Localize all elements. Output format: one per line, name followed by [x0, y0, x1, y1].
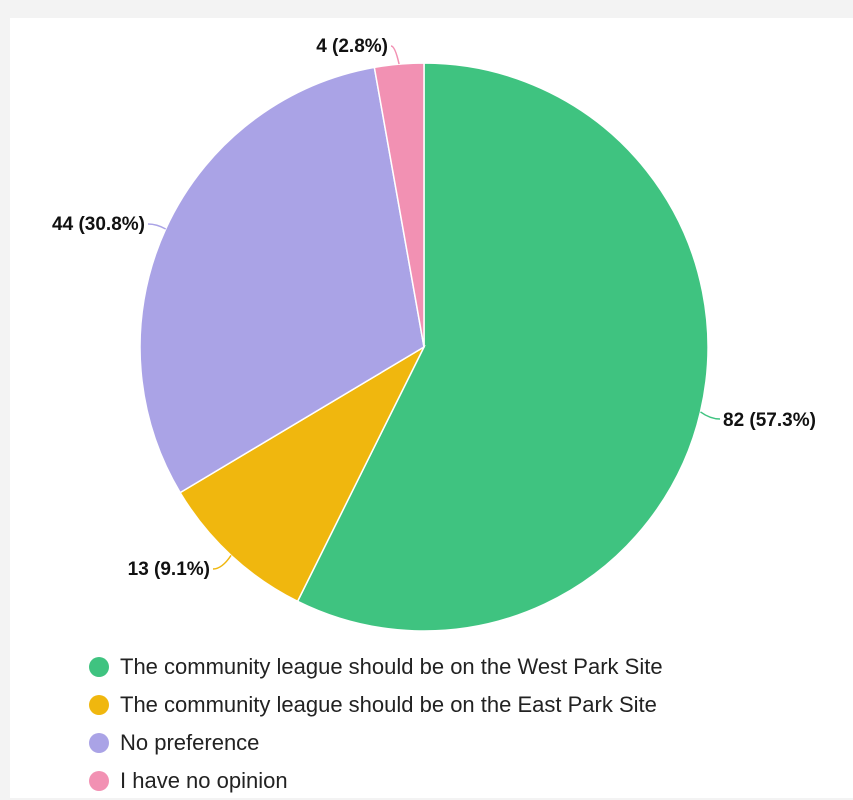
legend-label: No preference: [120, 730, 260, 755]
chart-panel: 82 (57.3%) 13 (9.1%) 44 (30.8%) 4 (2.8%) Th…: [10, 18, 853, 798]
legend-label: The community league should be on the Ea…: [120, 692, 657, 717]
pie-slice[interactable]: [373, 62, 425, 348]
legend-swatch: [89, 695, 109, 715]
legend-label: The community league should be on the We…: [120, 654, 663, 679]
legend-item-east-park[interactable]: The community league should be on the Ea…: [89, 686, 663, 724]
pie-slice[interactable]: [179, 345, 426, 603]
slice-data-label: 44 (30.8%): [52, 214, 145, 235]
legend-swatch: [89, 657, 109, 677]
leader-line: [700, 411, 721, 420]
chart-legend: The community league should be on the We…: [89, 648, 663, 800]
pie-chart: 82 (57.3%) 13 (9.1%) 44 (30.8%) 4 (2.8%): [52, 36, 816, 632]
leader-line: [390, 45, 400, 65]
leader-line: [212, 554, 232, 570]
pie-slice[interactable]: [296, 62, 709, 632]
leader-line: [147, 223, 167, 230]
legend-item-west-park[interactable]: The community league should be on the We…: [89, 648, 663, 686]
legend-swatch: [89, 771, 109, 791]
pie-slice[interactable]: [139, 66, 425, 494]
slice-data-label: 82 (57.3%): [723, 410, 816, 431]
legend-item-no-opinion[interactable]: I have no opinion: [89, 762, 663, 800]
slice-data-label: 4 (2.8%): [316, 36, 388, 57]
legend-swatch: [89, 733, 109, 753]
slice-data-label: 13 (9.1%): [128, 559, 210, 580]
legend-label: I have no opinion: [120, 768, 288, 793]
legend-item-no-preference[interactable]: No preference: [89, 724, 663, 762]
